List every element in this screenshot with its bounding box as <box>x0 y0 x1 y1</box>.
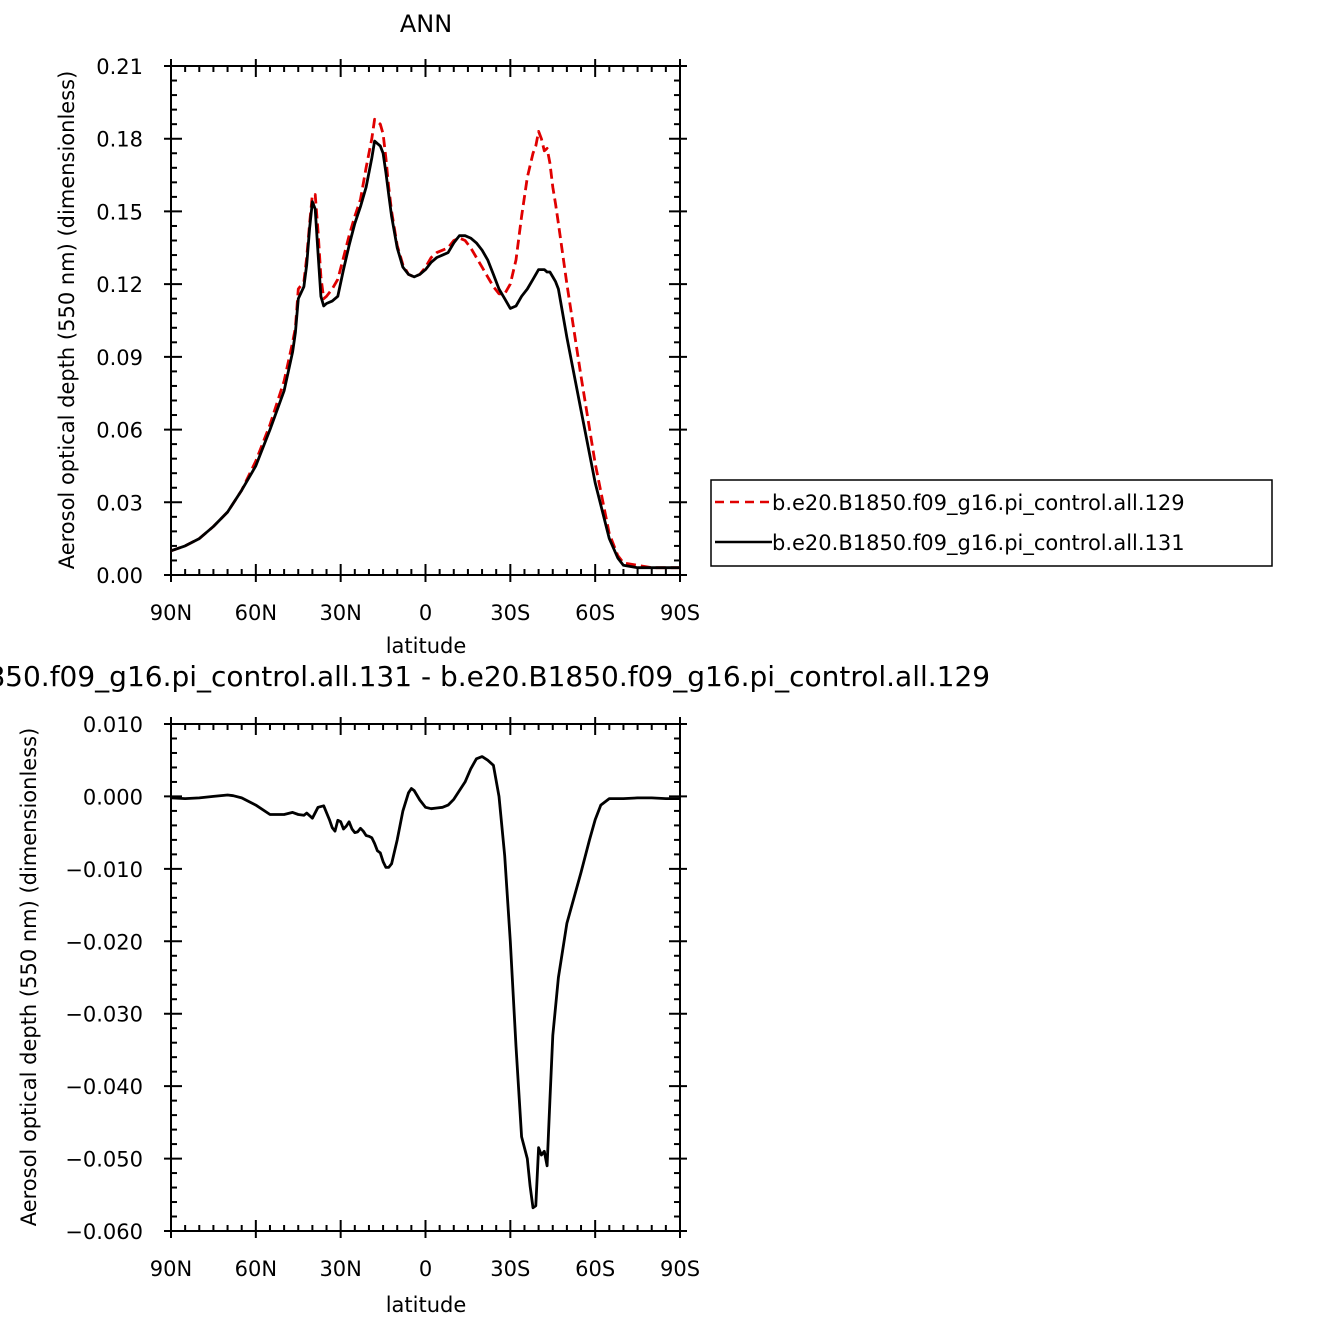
y-tick-label: 0.06 <box>96 419 143 443</box>
y-tick-label: 0.15 <box>96 200 143 224</box>
top-plot-area: 90N 60N 30N 0 30S 60S 90S 0.00 0.03 0.06 0.09 0.12 0… <box>96 55 700 625</box>
y-tick-label: −0.030 <box>65 1003 143 1027</box>
series-line-1-2 <box>170 139 680 570</box>
top-chart-title: ANN <box>400 10 452 38</box>
legend-label-series-129: b.e20.B1850.f09_g16.pi_control.all.129 <box>772 491 1185 516</box>
x-tick-label: 30N <box>319 601 361 625</box>
top-legend: b.e20.B1850.f09_g16.pi_control.all.129 b… <box>710 479 1273 567</box>
x-tick-label: 30S <box>490 601 530 625</box>
x-tick-label: 90N <box>150 1257 192 1281</box>
series-line-1-1 <box>170 117 680 570</box>
y-tick-label: 0.18 <box>96 128 143 152</box>
y-tick-label: −0.050 <box>65 1148 143 1172</box>
bottom-y-axis-label: Aerosol optical depth (550 nm) (dimensio… <box>17 728 41 1227</box>
x-tick-label: 90S <box>660 601 700 625</box>
y-tick-label: 0.00 <box>96 564 143 588</box>
y-tick-label: −0.010 <box>65 858 143 882</box>
top-panel: ANN Aerosol optical depth (550 nm) (dime… <box>55 10 1273 658</box>
legend-label-series-131: b.e20.B1850.f09_g16.pi_control.all.131 <box>772 531 1185 556</box>
bottom-x-axis-label: latitude <box>386 1293 467 1317</box>
y-tick-label: 0.21 <box>96 55 143 79</box>
top-x-axis-label: latitude <box>386 634 467 658</box>
y-tick-label: 0.03 <box>96 491 143 515</box>
y-tick-label: −0.040 <box>65 1075 143 1099</box>
y-tick-label: 0.000 <box>83 785 143 809</box>
x-tick-label: 0 <box>419 1257 432 1281</box>
x-tick-label: 60N <box>235 601 277 625</box>
x-tick-label: 90N <box>150 601 192 625</box>
x-tick-label: 30N <box>319 1257 361 1281</box>
y-tick-label: −0.060 <box>65 1220 143 1244</box>
top-y-axis-label: Aerosol optical depth (550 nm) (dimensio… <box>55 71 79 570</box>
y-tick-label: −0.020 <box>65 930 143 954</box>
y-tick-label: 0.010 <box>83 713 143 737</box>
series-line-2-1 <box>170 755 680 1210</box>
x-tick-label: 60S <box>575 601 615 625</box>
x-tick-label: 30S <box>490 1257 530 1281</box>
x-tick-label: 60N <box>235 1257 277 1281</box>
y-tick-label: 0.12 <box>96 273 143 297</box>
bottom-panel: b.e20.B1850.f09_g16.pi_control.all.131 -… <box>0 660 990 1317</box>
x-tick-label: 60S <box>575 1257 615 1281</box>
y-tick-label: 0.09 <box>96 346 143 370</box>
bottom-chart-title: b.e20.B1850.f09_g16.pi_control.all.131 -… <box>0 660 990 693</box>
legend-box <box>710 479 1273 567</box>
x-tick-label: 0 <box>419 601 432 625</box>
bottom-plot-area: 90N 60N 30N 0 30S 60S 90S −0.060 −0.050 −0.040 −0.… <box>65 713 700 1281</box>
x-tick-label: 90S <box>660 1257 700 1281</box>
